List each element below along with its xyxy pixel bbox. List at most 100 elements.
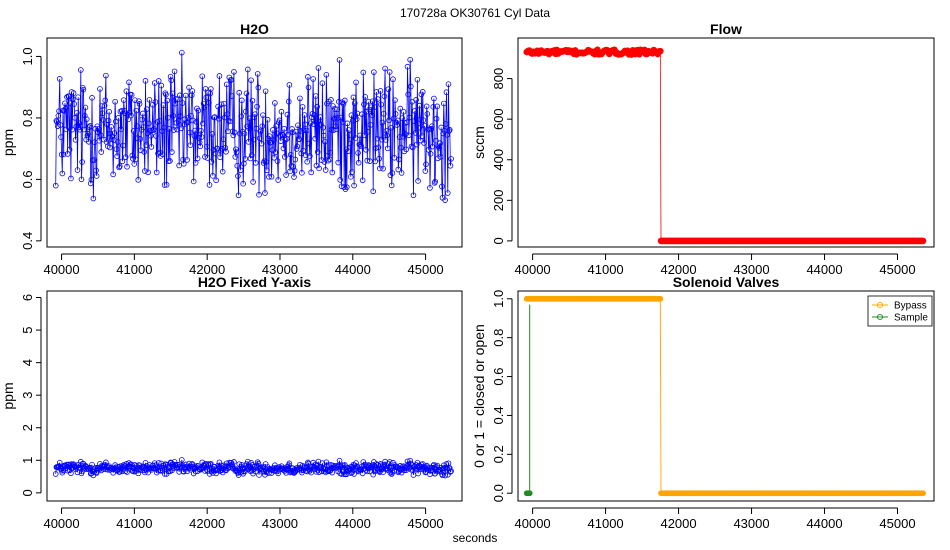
data-point xyxy=(376,165,383,172)
data-point xyxy=(81,126,87,133)
data-point xyxy=(130,155,136,162)
data-point xyxy=(437,154,444,160)
y-tick-label: 200 xyxy=(491,189,506,211)
data-point xyxy=(215,116,222,122)
y-tick-label: 1.0 xyxy=(20,47,35,65)
data-point xyxy=(332,106,338,112)
data-point xyxy=(324,462,330,469)
panel-flow: Flow sccm 40000 41000 42000 43000 44000 45000 0 2… xyxy=(471,21,935,277)
data-point xyxy=(343,471,350,477)
x-axis-label: seconds xyxy=(453,531,498,545)
data-point xyxy=(126,79,132,86)
data-point xyxy=(312,93,319,99)
data-point xyxy=(102,97,109,104)
data-point xyxy=(435,155,441,162)
data-point xyxy=(240,180,246,187)
data-point xyxy=(140,110,146,117)
y-tick-label: 0.8 xyxy=(20,109,35,127)
data-point xyxy=(227,77,234,84)
data-point xyxy=(372,158,378,165)
data-point xyxy=(400,108,407,115)
data-point xyxy=(89,461,95,468)
x-tick-label: 42000 xyxy=(189,262,225,277)
data-point xyxy=(134,123,140,129)
data-point xyxy=(434,103,441,110)
data-point xyxy=(256,191,262,198)
data-point xyxy=(412,130,419,136)
data-point xyxy=(307,153,313,159)
data-point xyxy=(422,168,429,174)
data-point xyxy=(126,109,133,116)
data-point xyxy=(71,101,78,107)
data-point xyxy=(378,136,385,143)
data-point xyxy=(433,115,440,122)
data-point xyxy=(169,149,175,155)
data-point xyxy=(379,119,386,126)
y-tick-label: 0.6 xyxy=(491,368,506,386)
data-point xyxy=(83,116,90,123)
data-point xyxy=(182,116,188,122)
data-point xyxy=(256,135,263,142)
data-point xyxy=(408,143,415,150)
data-point xyxy=(282,137,289,143)
data-point xyxy=(221,114,228,121)
data-point xyxy=(180,156,186,163)
data-point xyxy=(396,156,402,163)
data-point xyxy=(87,123,93,129)
y-axis-label: ppm xyxy=(0,382,16,409)
data-point xyxy=(148,144,155,150)
data-point xyxy=(428,126,435,132)
data-point xyxy=(328,97,334,103)
data-point xyxy=(188,92,195,99)
data-point xyxy=(59,170,66,177)
data-point-bypass xyxy=(657,295,664,302)
data-point xyxy=(167,73,174,80)
data-point xyxy=(120,97,127,103)
data-point xyxy=(271,155,277,161)
data-point xyxy=(448,156,454,162)
data-point xyxy=(407,457,413,464)
legend-swatch-marker xyxy=(876,301,884,309)
x-tick-label: 43000 xyxy=(733,262,769,277)
data-point xyxy=(283,172,289,178)
data-point xyxy=(308,469,314,476)
data-point xyxy=(121,107,128,114)
data-point xyxy=(54,464,61,471)
chart-title: Solenoid Valves xyxy=(673,274,780,290)
data-point xyxy=(369,112,375,119)
y-axis-label: 0 or 1 = closed or open xyxy=(471,324,487,468)
data-point xyxy=(367,158,373,164)
data-point xyxy=(108,123,114,130)
data-point xyxy=(319,80,326,87)
data-point xyxy=(264,167,270,174)
data-point xyxy=(97,132,104,138)
data-point xyxy=(303,127,310,134)
data-point xyxy=(233,146,239,153)
data-point xyxy=(231,69,237,75)
data-point xyxy=(196,139,203,146)
data-point xyxy=(411,108,418,114)
data-point xyxy=(442,464,449,471)
data-point xyxy=(199,73,206,80)
data-point xyxy=(376,155,382,162)
data-point xyxy=(112,118,119,125)
data-point xyxy=(338,183,345,190)
data-point xyxy=(384,145,391,152)
data-point xyxy=(252,159,259,166)
data-point xyxy=(128,92,135,98)
data-point xyxy=(364,468,371,475)
y-tick-label: 0.4 xyxy=(491,406,506,424)
data-point xyxy=(72,115,78,121)
data-point xyxy=(247,155,254,162)
data-point xyxy=(388,182,395,189)
data-point xyxy=(132,97,138,103)
data-point xyxy=(408,460,414,467)
y-tick-label: 4 xyxy=(20,359,35,366)
data-point xyxy=(115,115,122,121)
data-point xyxy=(99,103,105,109)
data-point xyxy=(321,159,328,165)
data-point xyxy=(402,131,409,138)
data-point xyxy=(227,118,233,125)
data-point xyxy=(153,169,160,176)
